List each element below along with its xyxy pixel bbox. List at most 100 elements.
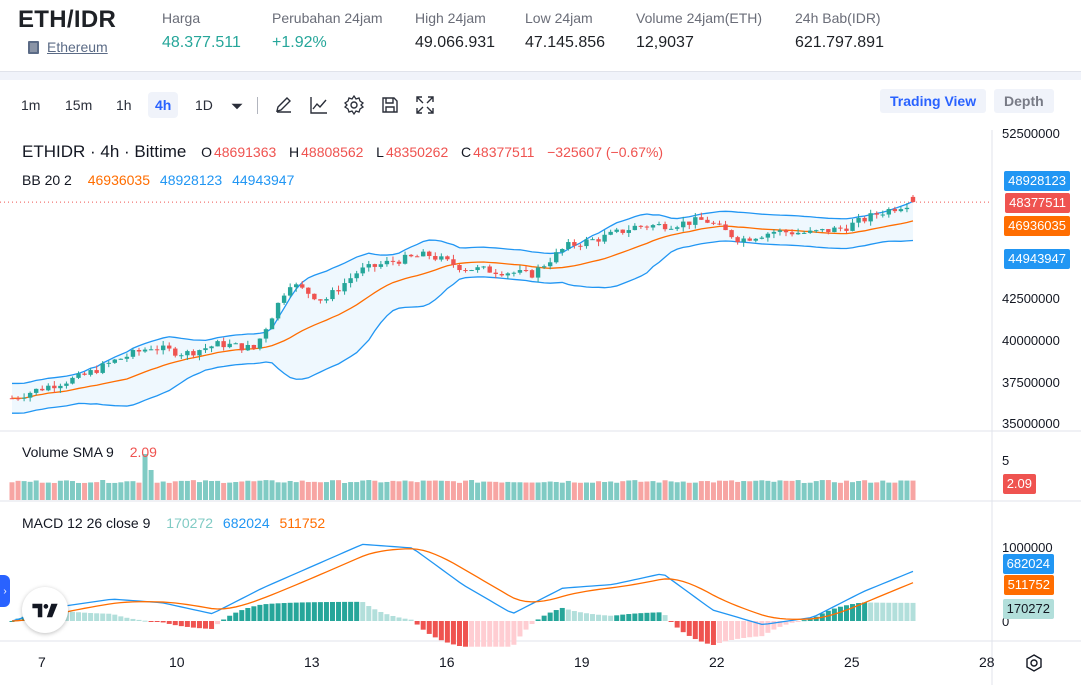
volume-bar — [553, 481, 559, 500]
candle-body — [620, 229, 625, 233]
volume-bar — [444, 480, 450, 500]
macd-hist-bar — [402, 618, 408, 621]
candle-body — [808, 230, 813, 233]
macd-line-value: 682024 — [222, 515, 270, 531]
volume-bar — [215, 480, 221, 500]
macd-hist-bar — [166, 621, 172, 624]
volume-bar — [293, 482, 299, 500]
volume-bar — [795, 480, 801, 500]
pencil-icon[interactable] — [273, 94, 295, 116]
candle-body — [366, 264, 371, 268]
volume-bar — [517, 482, 523, 500]
timeframe-15m[interactable]: 15m — [65, 97, 93, 113]
macd-signal-value: 511752 — [279, 515, 326, 531]
volume-bar — [227, 482, 233, 500]
macd-hist-bar — [456, 621, 462, 647]
candle-body — [481, 266, 486, 268]
macd-hist-bar — [765, 621, 771, 633]
candle-body — [910, 196, 916, 203]
candle-body — [306, 287, 311, 294]
chart-settings-icon[interactable] — [1024, 653, 1044, 673]
volume-bar — [33, 480, 39, 500]
volume-bar — [142, 454, 148, 500]
volume-bar — [269, 480, 275, 500]
chevron-down-icon[interactable] — [226, 95, 246, 117]
candle-body — [717, 223, 722, 225]
macd-hist-bar — [880, 602, 886, 621]
macd-hist-bar — [850, 604, 856, 621]
stat-volume: Volume 24jam(ETH) 12,9037 — [636, 10, 762, 52]
volume-bar — [831, 482, 837, 500]
candle-body — [52, 385, 57, 389]
candle-body — [614, 229, 619, 232]
fullscreen-icon[interactable] — [414, 94, 436, 116]
macd-hist-bar — [275, 603, 281, 621]
macd-hist-bar — [475, 621, 481, 647]
sidebar-toggle[interactable]: › — [0, 575, 10, 607]
candle-body — [312, 293, 317, 300]
volume-label: Volume SMA 9 — [22, 444, 114, 460]
main-legend: ETHIDR · 4h · Bittime O 48691363 H 4880856… — [22, 142, 665, 162]
macd-hist-bar — [807, 619, 813, 621]
macd-hist-bar — [136, 619, 142, 621]
high-value: 48808562 — [301, 144, 364, 160]
toolbar-divider — [257, 97, 258, 114]
volume-bar — [311, 481, 317, 500]
volume-bar — [136, 482, 142, 500]
time-tick: 22 — [709, 654, 725, 670]
macd-hist-bar — [378, 611, 384, 621]
macd-hist-bar — [529, 621, 535, 625]
volume-bar — [463, 480, 469, 500]
save-icon[interactable] — [379, 94, 401, 116]
candle-body — [179, 355, 184, 357]
macd-hist-bar — [94, 613, 100, 621]
volume-bar — [88, 482, 94, 500]
gear-icon[interactable] — [343, 94, 365, 116]
candle-body — [82, 373, 87, 375]
volume-bar — [602, 482, 608, 500]
line-chart-icon[interactable] — [308, 94, 330, 116]
candle-body — [112, 359, 117, 363]
volume-bar — [263, 480, 269, 500]
depth-button[interactable]: Depth — [994, 89, 1054, 113]
macd-label: MACD 12 26 close 9 — [22, 515, 151, 531]
timeframe-4h[interactable]: 4h — [148, 92, 179, 118]
volume-bar — [203, 480, 209, 500]
volume-bar — [299, 480, 305, 500]
macd-hist-bar — [735, 621, 741, 639]
volume-bar — [626, 480, 632, 500]
macd-hist-bar — [299, 602, 305, 621]
tradingview-logo[interactable] — [22, 587, 68, 633]
macd-hist-bar — [481, 621, 487, 647]
price-chart[interactable] — [0, 130, 1081, 685]
candle-body — [874, 213, 879, 215]
volume-bar — [94, 482, 100, 500]
timeframe-1m[interactable]: 1m — [21, 97, 41, 113]
timeframe-1h[interactable]: 1h — [116, 97, 132, 113]
candle-body — [868, 213, 873, 222]
volume-bar — [69, 481, 75, 500]
candle-body — [269, 318, 275, 330]
macd-hist-bar — [698, 621, 704, 642]
candle-body — [173, 348, 178, 356]
macd-hist-bar — [281, 603, 287, 621]
macd-hist-bar — [469, 621, 475, 647]
volume-bar — [608, 481, 614, 500]
candle-body — [656, 224, 662, 226]
timeframe-1d[interactable]: 1D — [195, 97, 213, 113]
candle-body — [408, 254, 414, 257]
volume-bar — [124, 481, 130, 500]
volume-bar — [329, 480, 335, 500]
volume-bar — [680, 481, 686, 500]
stat-value: 621.797.891 — [795, 34, 884, 51]
time-tick: 16 — [439, 654, 455, 670]
volume-bar — [910, 480, 916, 500]
candle-body — [227, 343, 232, 348]
trading-view-button[interactable]: Trading View — [880, 89, 987, 113]
macd-hist-bar — [251, 606, 257, 621]
macd-hist-bar — [118, 616, 124, 621]
macd-hist-bar — [523, 621, 529, 630]
macd-hist-bar — [626, 614, 632, 621]
volume-bar — [154, 482, 160, 500]
coin-link[interactable]: Ethereum — [47, 39, 108, 55]
